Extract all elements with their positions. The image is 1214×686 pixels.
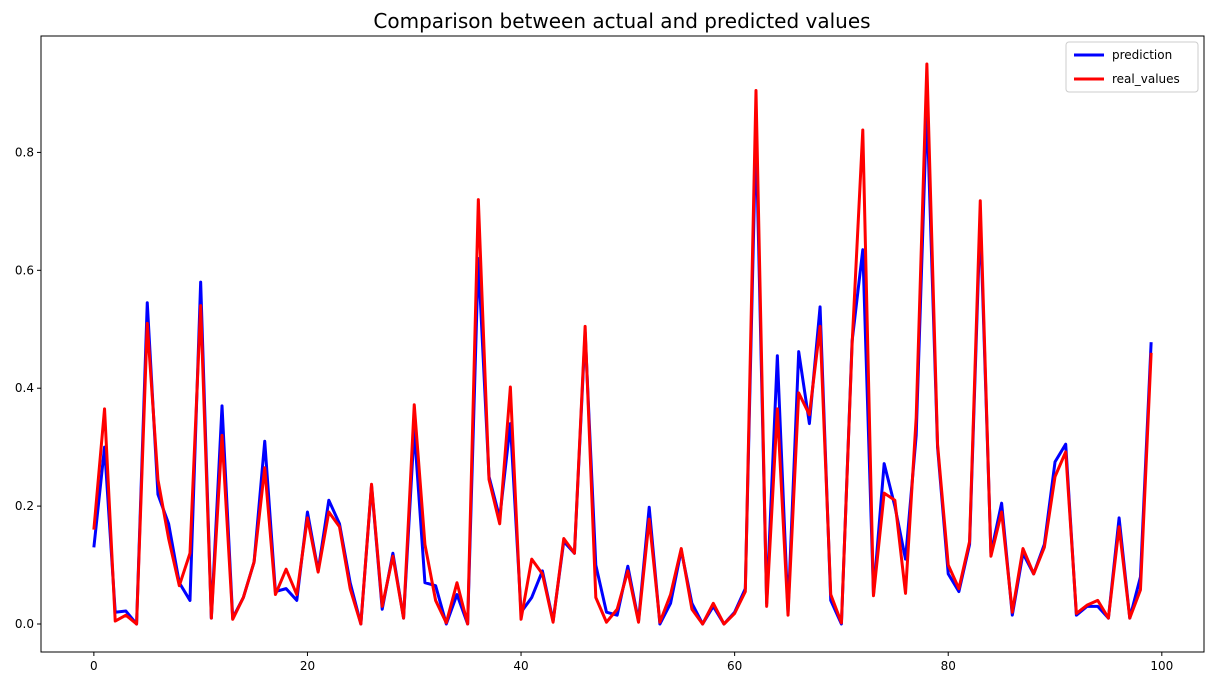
x-tick-label: 40 — [513, 659, 528, 673]
x-tick-label: 100 — [1150, 659, 1173, 673]
legend-label-prediction: prediction — [1112, 48, 1172, 62]
plot-area — [40, 35, 1205, 653]
x-tick-label: 60 — [727, 659, 742, 673]
y-tick-label: 0.2 — [15, 499, 34, 513]
x-axis: 0 20 40 60 80 100 — [90, 652, 1173, 673]
series-layer — [92, 62, 1153, 626]
y-tick-label: 0.8 — [15, 145, 34, 159]
legend: prediction real_values — [1065, 41, 1199, 93]
y-axis: 0.0 0.2 0.4 0.6 0.8 — [15, 145, 41, 631]
chart-title: Comparison between actual and predicted … — [373, 9, 870, 33]
legend-label-real-values: real_values — [1112, 72, 1180, 86]
y-tick-label: 0.6 — [15, 263, 34, 277]
x-tick-label: 20 — [300, 659, 315, 673]
x-tick-label: 80 — [941, 659, 956, 673]
x-tick-label: 0 — [90, 659, 98, 673]
series-line-real-values — [92, 62, 1153, 626]
y-tick-label: 0.4 — [15, 381, 34, 395]
axes-frame — [40, 35, 1205, 653]
y-tick-label: 0.0 — [15, 617, 34, 631]
